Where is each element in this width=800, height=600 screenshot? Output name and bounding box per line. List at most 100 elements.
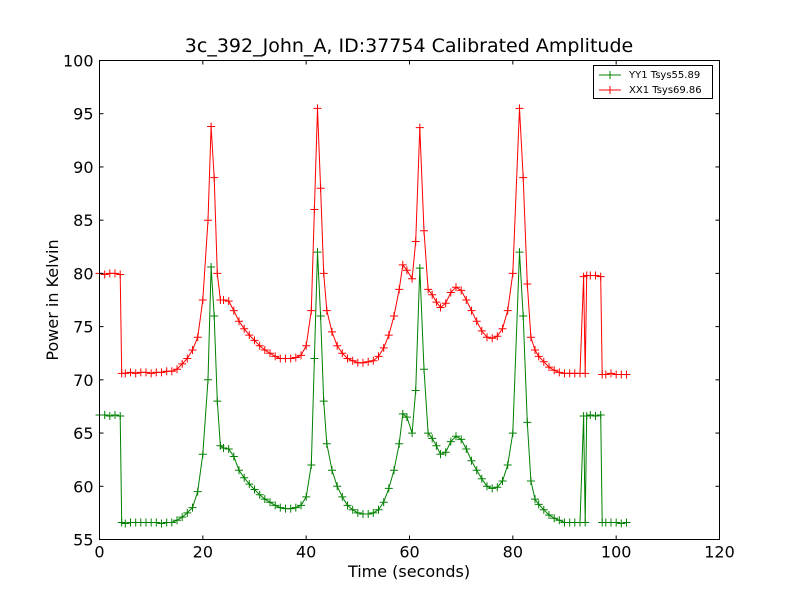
series-xx1-point — [390, 312, 398, 320]
series-xx1-point — [462, 296, 471, 304]
series-xx1-point — [224, 297, 233, 306]
legend-entry-yy1: YY1 Tsys55.89 — [599, 70, 700, 81]
y-tick-label: 60 — [73, 477, 93, 496]
series-xx1-point — [316, 184, 325, 193]
series-xx1-point — [428, 290, 437, 299]
series-yy1-point — [622, 518, 631, 527]
series-xx1-point — [310, 205, 319, 214]
series-xx1-line — [99, 108, 627, 375]
series-xx1-point — [402, 266, 411, 275]
series-layer — [95, 104, 631, 528]
legend-marker-xx1 — [606, 86, 614, 94]
series-xx1-point — [477, 326, 486, 335]
series-yy1-point — [178, 513, 187, 522]
series-yy1-point — [483, 482, 491, 491]
series-yy1-point — [364, 510, 373, 518]
series-yy1-point — [526, 477, 535, 485]
series-xx1-point — [483, 333, 491, 342]
series-xx1-point — [408, 274, 417, 283]
series-xx1-point — [488, 334, 497, 343]
series-yy1-point — [204, 375, 212, 384]
series-xx1-point — [415, 123, 424, 132]
series-yy1-point — [328, 466, 336, 475]
series-xx1-point — [515, 104, 524, 113]
series-yy1-point — [457, 435, 466, 444]
series-yy1-point — [369, 508, 378, 517]
series-yy1-point — [193, 487, 202, 496]
series-xx1-point — [131, 369, 140, 378]
series-yy1-point — [411, 386, 420, 395]
series-xx1-point — [121, 369, 130, 378]
series-xx1-point — [307, 306, 316, 315]
series-yy1-point — [446, 437, 455, 446]
series-yy1-point — [229, 452, 238, 461]
series-xx1-point — [286, 354, 295, 363]
x-axis-title: Time (seconds) — [347, 562, 470, 581]
series-xx1-point — [193, 333, 202, 342]
plot-background — [99, 60, 720, 540]
series-yy1-point — [353, 508, 362, 517]
series-yy1-point — [539, 505, 548, 514]
series-yy1-point — [550, 514, 559, 523]
series-yy1-point — [515, 248, 524, 257]
series-xx1-point — [364, 357, 373, 366]
series-xx1-point — [348, 356, 357, 365]
y-tick-label: 70 — [73, 371, 93, 390]
legend-entry-xx1: XX1 Tsys69.86 — [599, 85, 702, 96]
series-xx1-point — [204, 216, 212, 225]
series-yy1-point — [235, 466, 243, 475]
series-xx1-point — [271, 352, 280, 361]
series-yy1-point — [379, 498, 388, 507]
y-axis-title: Power in Kelvin — [43, 239, 62, 360]
series-xx1-point — [297, 351, 305, 360]
series-yy1-point — [167, 518, 176, 527]
y-tick-label: 95 — [73, 105, 93, 124]
series-yy1-point — [316, 312, 325, 320]
series-xx1-point — [235, 317, 243, 326]
series-yy1-point — [105, 412, 114, 420]
series-xx1-point — [188, 346, 197, 354]
chart-title: 3c_392_John_A, ID:37754 Calibrated Ampli… — [185, 35, 633, 57]
ticks-layer: 0 20 40 60 80 100 120 55 60 65 70 75 80 85 90 95 100 — [63, 52, 735, 562]
series-xx1-point — [333, 341, 342, 350]
series-yy1-point — [384, 484, 393, 493]
y-tick-label: 55 — [73, 531, 93, 550]
series-yy1-point — [493, 483, 502, 492]
series-xx1-point — [313, 104, 322, 113]
series-yy1-point — [596, 411, 605, 419]
series-yy1-point — [348, 505, 357, 514]
series-xx1-point — [183, 354, 192, 363]
series-yy1-point — [302, 492, 311, 501]
series-yy1-point — [183, 508, 192, 517]
series-yy1-point — [255, 490, 264, 499]
series-yy1-point — [534, 500, 543, 509]
plot-area: 0 20 40 60 80 100 120 55 60 65 70 75 80 85 90 95 100 — [63, 52, 735, 562]
series-xx1-point — [591, 271, 600, 280]
y-tick-label: 90 — [73, 158, 93, 177]
series-yy1-point — [198, 450, 207, 459]
series-xx1-point — [472, 317, 481, 326]
series-yy1-point — [121, 519, 130, 528]
series-yy1-point — [271, 501, 280, 510]
x-tick-label: 100 — [601, 543, 632, 562]
series-xx1-point — [245, 331, 254, 340]
series-yy1-point — [467, 456, 476, 465]
series-xx1-point — [255, 341, 264, 350]
series-xx1-point — [210, 173, 219, 182]
series-yy1-point — [207, 263, 216, 271]
series-yy1-point — [441, 448, 450, 457]
series-yy1-point — [291, 503, 300, 512]
series-xx1-point — [198, 296, 207, 304]
y-tick-label: 80 — [73, 264, 93, 283]
series-yy1-point — [591, 412, 600, 420]
series-yy1-point — [310, 354, 319, 363]
series-yy1-point — [398, 409, 407, 418]
series-yy1-point — [210, 312, 219, 320]
series-yy1-point — [307, 461, 316, 469]
series-xx1-point — [359, 358, 367, 367]
series-xx1-point — [319, 269, 328, 278]
series-yy1-point — [612, 518, 621, 527]
series-xx1-point — [147, 369, 156, 378]
series-xx1-point — [452, 283, 460, 292]
series-yy1-point — [343, 501, 352, 510]
